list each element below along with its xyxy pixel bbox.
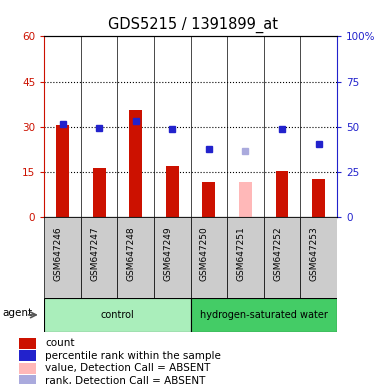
Bar xyxy=(227,217,264,298)
Text: agent: agent xyxy=(2,308,32,318)
Text: GSM647247: GSM647247 xyxy=(90,227,99,281)
Text: count: count xyxy=(45,338,75,348)
Text: value, Detection Call = ABSENT: value, Detection Call = ABSENT xyxy=(45,363,211,373)
Text: GDS5215 / 1391899_at: GDS5215 / 1391899_at xyxy=(107,17,278,33)
Bar xyxy=(312,179,325,217)
Text: GSM647250: GSM647250 xyxy=(200,227,209,281)
Bar xyxy=(81,217,117,298)
Bar xyxy=(19,338,36,349)
Bar xyxy=(264,217,300,298)
Text: GSM647252: GSM647252 xyxy=(273,227,282,281)
Bar xyxy=(191,217,227,298)
Bar xyxy=(93,168,105,217)
Text: percentile rank within the sample: percentile rank within the sample xyxy=(45,351,221,361)
Text: GSM647249: GSM647249 xyxy=(163,227,172,281)
Bar xyxy=(44,298,191,332)
Bar xyxy=(203,182,215,217)
Bar xyxy=(19,375,36,384)
Text: GSM647253: GSM647253 xyxy=(310,227,318,281)
Text: control: control xyxy=(100,310,134,320)
Bar xyxy=(300,217,337,298)
Text: GSM647246: GSM647246 xyxy=(54,227,62,281)
Text: rank, Detection Call = ABSENT: rank, Detection Call = ABSENT xyxy=(45,376,206,384)
Bar xyxy=(56,125,69,217)
Bar xyxy=(44,217,81,298)
Text: GSM647248: GSM647248 xyxy=(127,227,136,281)
Bar xyxy=(191,298,337,332)
Text: hydrogen-saturated water: hydrogen-saturated water xyxy=(200,310,328,320)
Bar xyxy=(19,350,36,361)
Text: GSM647251: GSM647251 xyxy=(236,227,246,281)
Bar xyxy=(19,362,36,374)
Bar xyxy=(117,217,154,298)
Bar xyxy=(166,166,179,217)
Bar xyxy=(154,217,191,298)
Bar xyxy=(239,182,252,217)
Bar xyxy=(276,171,288,217)
Bar xyxy=(129,110,142,217)
